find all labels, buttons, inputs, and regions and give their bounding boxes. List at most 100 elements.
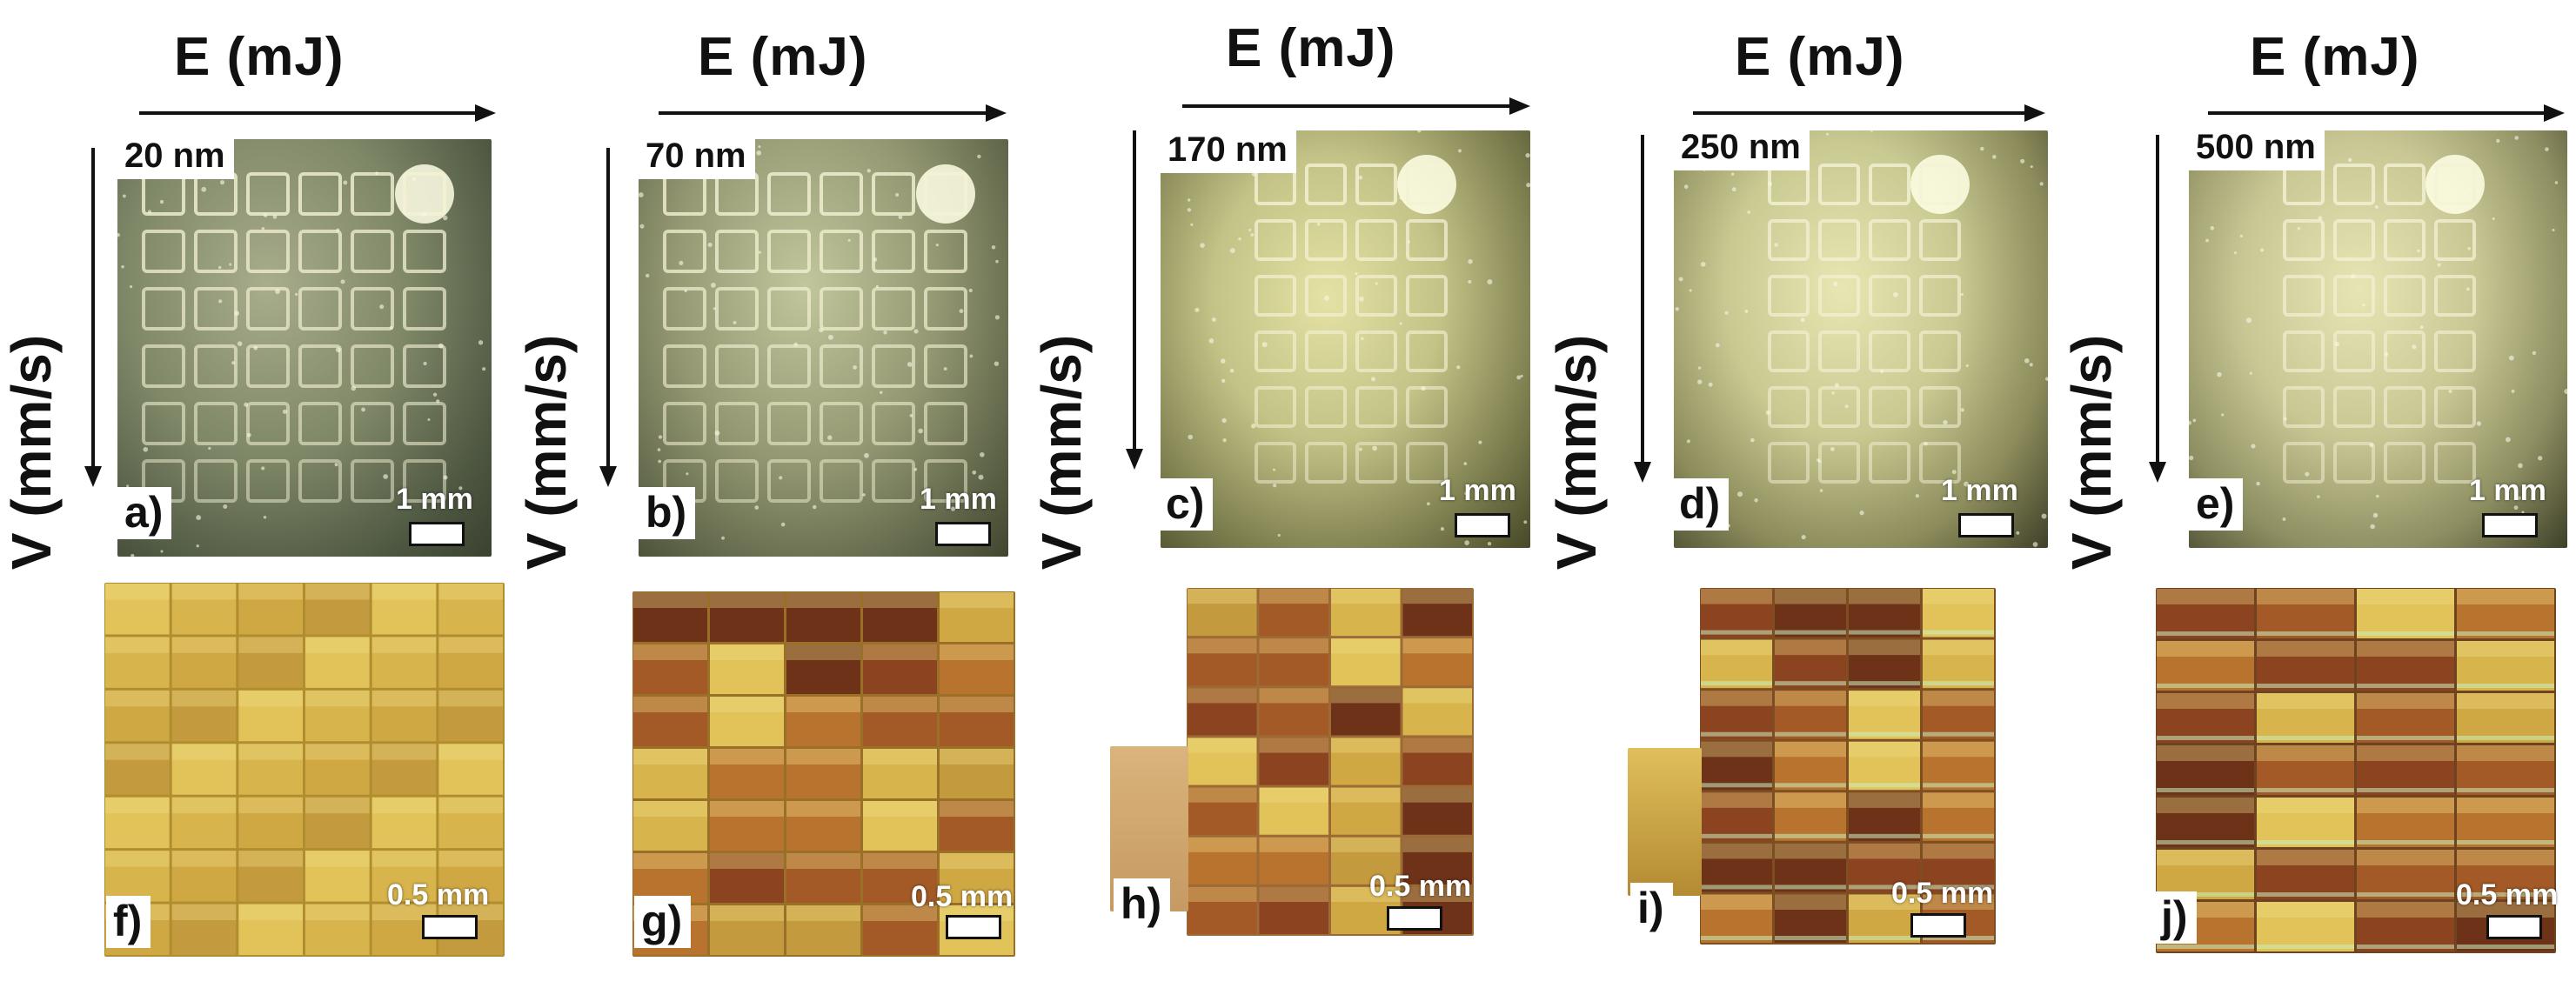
micrograph-tile [1188, 787, 1257, 835]
speckle [2517, 496, 2521, 500]
laser-spot-grid [2189, 136, 2567, 531]
panel-label-c: c) [1159, 478, 1214, 531]
laser-spot [2384, 275, 2425, 317]
speckle [756, 150, 762, 156]
speckle [819, 327, 824, 333]
tile-highlight [305, 584, 370, 600]
tile-highlight [1259, 886, 1328, 902]
tile-highlight [171, 637, 237, 653]
tile-highlight [105, 584, 170, 600]
energy-axis-arrow [659, 104, 1007, 122]
micrograph-tile [1849, 589, 1920, 638]
speckle [721, 536, 725, 540]
micrograph-tile [940, 801, 1014, 851]
tile-highlight [1188, 837, 1257, 852]
speckle [1924, 442, 1928, 446]
speckle [231, 361, 236, 365]
speckle [1951, 470, 1957, 475]
speckle [2205, 238, 2210, 243]
laser-spot [1305, 330, 1347, 372]
laser-spot [2333, 164, 2375, 205]
tile-edge-line [1923, 783, 1994, 788]
tile-edge-line [1923, 681, 1994, 686]
speckle [1980, 146, 1984, 151]
laser-spot [1305, 442, 1347, 484]
laser-spot [1305, 386, 1347, 428]
speckle [143, 446, 149, 452]
sample-photo [1674, 130, 2048, 548]
speckle [2508, 355, 2514, 361]
speckle [1708, 382, 1713, 387]
laser-spot [142, 172, 185, 216]
tile-edge-line [2357, 840, 2454, 844]
speckle [2538, 456, 2543, 461]
tile-highlight [171, 851, 237, 867]
speckle [443, 215, 448, 221]
film-thickness-label: 500 nm [2189, 126, 2325, 170]
micrograph-side-tile [1628, 748, 1702, 896]
bright-spot [395, 164, 454, 224]
tile-highlight [171, 797, 237, 814]
speckle [780, 522, 786, 527]
laser-spot [1255, 330, 1296, 372]
laser-spot [820, 459, 863, 503]
speckle [847, 238, 851, 242]
panel-label-b: b) [639, 487, 696, 539]
tile-highlight [940, 592, 1014, 608]
energy-axis-label: E (mJ) [174, 27, 345, 87]
laser-spot [2434, 219, 2476, 261]
figure-column-1: E (mJ) V (mm/s) 20 nm a) 1 mm f) 0.5 mm [0, 0, 515, 988]
speckle [1683, 184, 1689, 189]
scale-bar-label: 1 mm [920, 483, 997, 516]
speckle [1456, 365, 1461, 370]
tile-edge-line [1701, 885, 1772, 890]
laser-spot [351, 344, 394, 388]
tile-highlight [1775, 894, 1846, 910]
scale-bar [946, 915, 1001, 939]
laser-spot [1768, 386, 1810, 428]
laser-spot [2434, 330, 2476, 372]
speckle [2251, 444, 2256, 449]
scale-bar [1910, 913, 1966, 938]
speckle [423, 361, 427, 366]
figure-column-3: E (mJ) V (mm/s) 170 nm c) 1 mm h) 0.5 mm [1030, 0, 1545, 988]
panel-label-e: e) [2189, 478, 2244, 531]
micrograph-mosaic [1700, 588, 1996, 945]
micrograph-mosaic [2156, 588, 2556, 953]
speckle [2511, 389, 2515, 393]
micrograph-tile [1188, 638, 1257, 686]
micrograph-tile [438, 637, 503, 688]
laser-spot [1768, 275, 1810, 317]
speckle [217, 265, 222, 270]
speckle [2249, 371, 2252, 375]
micrograph-tile [1402, 787, 1472, 835]
tile-highlight [2357, 902, 2454, 918]
micrograph-tile [305, 851, 370, 902]
tile-edge-line [1849, 936, 1920, 940]
tile-highlight [238, 851, 303, 867]
laser-spot [2283, 164, 2325, 205]
tile-highlight [710, 905, 784, 921]
bright-spot [916, 164, 975, 224]
speckle [994, 361, 1000, 366]
micrograph-tile [710, 905, 784, 955]
speckle [883, 330, 887, 335]
tile-highlight [863, 853, 937, 869]
speckle [2376, 494, 2379, 498]
laser-spot [715, 287, 759, 330]
speckle [1678, 277, 1683, 282]
micrograph-tile [305, 904, 370, 955]
speckle [1992, 155, 1997, 159]
speckle [2334, 341, 2339, 347]
laser-spot [1818, 442, 1860, 484]
laser-spot [298, 230, 342, 273]
speckle [1375, 282, 1378, 285]
micrograph-tile [2457, 693, 2554, 743]
micrograph-tile [171, 690, 237, 742]
scale-bar [1387, 906, 1442, 931]
tile-edge-line [2257, 631, 2354, 636]
speckle [2467, 246, 2471, 250]
tile-highlight [438, 637, 503, 653]
speckle [263, 213, 268, 217]
laser-spot [924, 230, 967, 273]
